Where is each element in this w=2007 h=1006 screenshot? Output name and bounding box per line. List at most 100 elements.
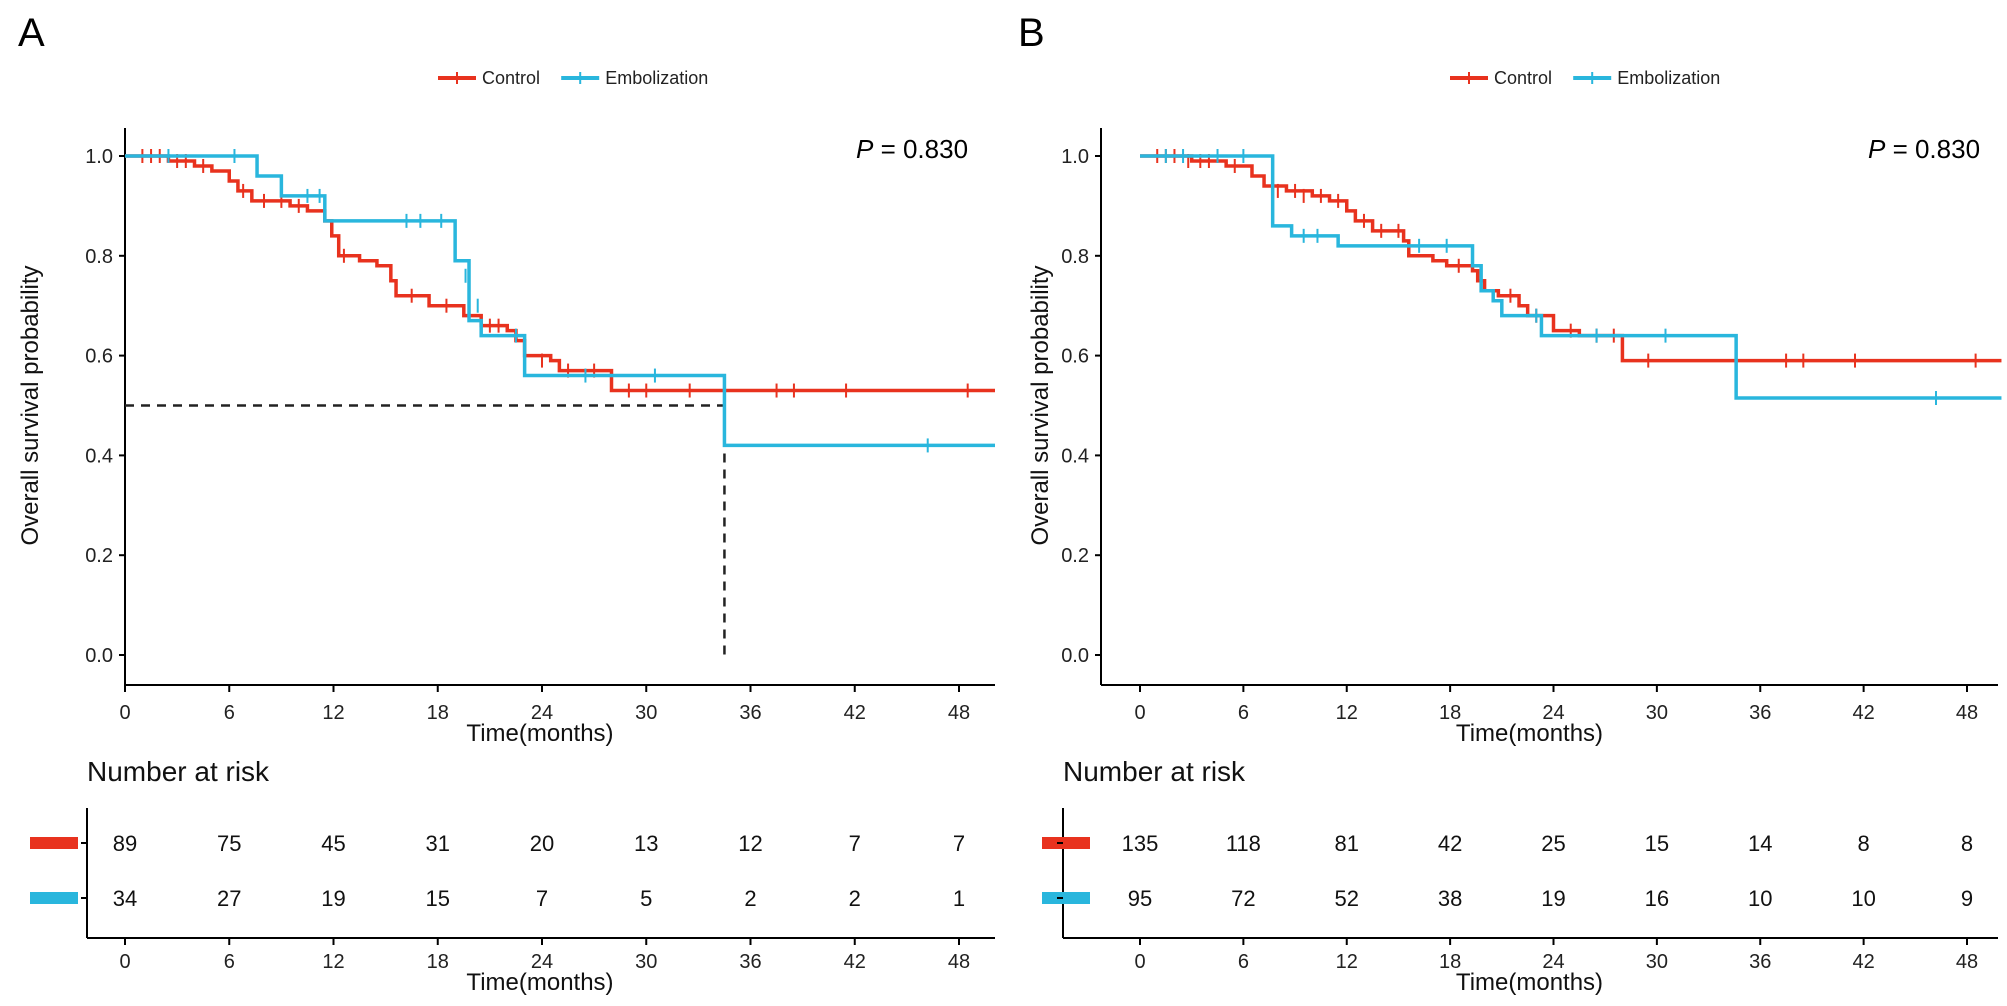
legend-label-embolization: Embolization [605,68,708,88]
x-tick-label: 18 [1439,702,1461,724]
x-tick-label: 6 [1238,702,1249,724]
risk-row-swatch-control [30,837,78,849]
chart-panel-b: B Control Embolization 0.0 0.2 0.4 0.6 0.8 1.0 0 6… [1018,11,2002,996]
y-tick-label: 1.0 [85,146,113,168]
risk-table-title: Number at risk [87,756,270,787]
p-value-symbol: P [1868,134,1886,164]
risk-x-tick-label: 36 [1749,951,1771,973]
risk-x-tick-label: 6 [1238,951,1249,973]
p-value-number: = 0.830 [1885,134,1980,164]
y-tick-label: 0.8 [1061,246,1089,268]
p-value-text: P = 0.830 [1868,134,1980,164]
panel-label: B [1018,11,1045,55]
risk-value: 5 [640,886,652,911]
x-tick-label: 48 [948,702,970,724]
panel-label: A [18,11,45,55]
risk-value: 8 [1961,831,1973,856]
risk-x-tick-label: 12 [1336,951,1358,973]
p-value-number: = 0.830 [873,134,968,164]
risk-x-tick-label: 42 [1853,951,1875,973]
risk-value: 13 [634,831,658,856]
risk-value: 25 [1541,831,1565,856]
risk-value: 42 [1438,831,1462,856]
x-tick-label: 0 [119,702,130,724]
x-tick-label: 48 [1956,702,1978,724]
y-tick-label: 0.8 [85,246,113,268]
x-tick-label: 12 [322,702,344,724]
risk-value: 7 [953,831,965,856]
y-tick-label: 0.2 [85,545,113,567]
risk-x-tick-label: 30 [1646,951,1668,973]
risk-x-axis-label: Time(months) [1456,969,1603,996]
risk-value: 52 [1335,886,1359,911]
y-axis-label: Overall survival probability [1027,265,1054,545]
risk-x-tick-label: 6 [224,951,235,973]
series-embolization [1140,149,2002,406]
risk-value: 45 [321,831,345,856]
risk-x-tick-label: 18 [1439,951,1461,973]
risk-value: 135 [1122,831,1159,856]
risk-value: 7 [536,886,548,911]
y-tick-label: 1.0 [1061,146,1089,168]
survival-curve-embolization [125,154,995,448]
y-tick-label: 0.4 [1061,445,1089,467]
x-tick-label: 0 [1134,702,1145,724]
risk-value: 38 [1438,886,1462,911]
risk-value: 8 [1858,831,1870,856]
risk-row-swatch-embolization [1042,892,1090,904]
y-tick-label: 0.0 [1061,645,1089,667]
risk-value: 15 [426,886,450,911]
x-tick-label: 42 [844,702,866,724]
x-tick-label: 24 [531,702,553,724]
risk-value: 12 [738,831,762,856]
risk-row-swatch-embolization [30,892,78,904]
x-tick-label: 6 [224,702,235,724]
risk-value: 34 [113,886,137,911]
risk-value: 14 [1748,831,1772,856]
risk-x-tick-label: 24 [1542,951,1564,973]
x-tick-label: 24 [1542,702,1564,724]
risk-value: 19 [1541,886,1565,911]
risk-value: 16 [1645,886,1669,911]
risk-table: Number at risk 135 118 81 42 25 15 14 8 8 95 72 52 38… [1042,756,1998,996]
legend-label-control: Control [482,68,540,88]
risk-value: 2 [849,886,861,911]
y-tick-label: 0.2 [1061,545,1089,567]
x-tick-label: 42 [1853,702,1875,724]
risk-value: 10 [1748,886,1772,911]
x-tick-label: 30 [1646,702,1668,724]
y-tick-label: 0.4 [85,445,113,467]
p-value-symbol: P [856,134,874,164]
risk-x-tick-label: 48 [948,951,970,973]
survival-curve-embolization [1140,154,2002,400]
risk-x-axis-label: Time(months) [466,969,613,996]
y-axis-label: Overall survival probability [17,265,44,545]
y-tick-label: 0.6 [1061,346,1089,368]
risk-value: 15 [1645,831,1669,856]
risk-value: 20 [530,831,554,856]
risk-value: 95 [1128,886,1152,911]
risk-value: 10 [1851,886,1875,911]
legend: Control Embolization [1450,68,1720,88]
risk-value: 75 [217,831,241,856]
legend: Control Embolization [438,68,708,88]
risk-x-tick-label: 12 [322,951,344,973]
risk-x-tick-label: 24 [531,951,553,973]
risk-x-tick-label: 42 [844,951,866,973]
risk-value: 19 [321,886,345,911]
p-value-text: P = 0.830 [856,134,968,164]
x-tick-label: 36 [739,702,761,724]
x-tick-label: 36 [1749,702,1771,724]
risk-table-title: Number at risk [1063,756,1246,787]
x-axis-label: Time(months) [466,720,613,747]
risk-x-tick-label: 0 [1134,951,1145,973]
risk-value: 9 [1961,886,1973,911]
x-tick-label: 12 [1336,702,1358,724]
y-tick-label: 0.6 [85,346,113,368]
y-tick-label: 0.0 [85,645,113,667]
risk-value: 7 [849,831,861,856]
series-embolization [125,149,995,453]
legend-label-embolization: Embolization [1617,68,1720,88]
